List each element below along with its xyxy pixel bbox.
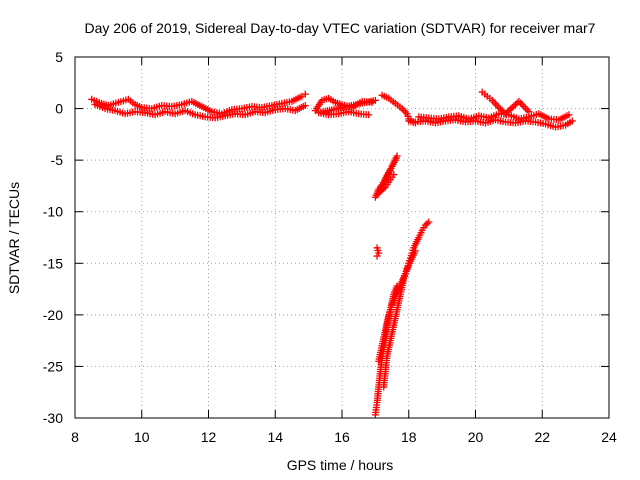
x-tick-label: 10 [134, 429, 150, 445]
data-point [365, 111, 373, 119]
data-point [411, 247, 419, 255]
data-point [497, 105, 505, 113]
x-tick-label: 24 [601, 429, 617, 445]
x-tick-label: 20 [468, 429, 484, 445]
series-main-band-a [88, 90, 309, 118]
series-descending-arc-isolated [373, 244, 383, 260]
chart-title: Day 206 of 2019, Sidereal Day-to-day VTE… [85, 20, 596, 36]
data-point [565, 111, 573, 119]
data-points [88, 88, 576, 419]
data-point [505, 107, 513, 115]
x-tick-label: 22 [534, 429, 550, 445]
data-point [400, 106, 408, 114]
x-axis-label: GPS time / hours [287, 457, 394, 473]
x-tick-label: 12 [201, 429, 217, 445]
data-point [421, 221, 429, 229]
data-point [498, 107, 506, 115]
data-point [390, 171, 398, 179]
y-tick-label: -5 [51, 152, 64, 168]
data-point [380, 185, 388, 193]
x-tick-label: 16 [334, 429, 350, 445]
data-point [568, 117, 576, 125]
data-point [510, 102, 518, 110]
y-tick-label: 0 [55, 101, 63, 117]
y-tick-label: -20 [43, 307, 63, 323]
y-tick-label: 5 [55, 49, 63, 65]
data-point [523, 106, 531, 114]
x-tick-label: 14 [267, 429, 283, 445]
y-tick-label: -25 [43, 358, 63, 374]
data-point [522, 104, 530, 112]
series-drop-segment [378, 91, 419, 127]
axis-ticks: 8 10 12 14 16 18 20 22 24 5 0 -5 -10 -15 -20 -25 -30 [43, 49, 617, 445]
data-point [503, 108, 511, 116]
series-main-band-b [91, 100, 309, 122]
data-point [373, 252, 381, 260]
x-tick-label: 18 [401, 429, 417, 445]
series-descending-arc-lower-b [375, 218, 433, 391]
data-point [376, 188, 384, 196]
data-point [378, 186, 386, 194]
y-tick-label: -30 [43, 410, 63, 426]
data-point [525, 108, 533, 116]
data-point [502, 110, 510, 118]
series-late-spikes [478, 88, 533, 118]
y-tick-label: -10 [43, 204, 63, 220]
data-point [512, 100, 520, 108]
x-tick-label: 8 [71, 429, 79, 445]
series-late-band-b [411, 116, 576, 131]
data-point [520, 103, 528, 111]
y-tick-label: -15 [43, 255, 63, 271]
data-point [495, 104, 503, 112]
series-late-band-a [415, 110, 573, 124]
data-point [405, 117, 413, 125]
data-point [301, 101, 309, 109]
data-point [301, 90, 309, 98]
data-point [423, 220, 431, 228]
data-point [508, 104, 516, 112]
series-main-band-c [311, 94, 379, 119]
y-axis-label: SDTVAR / TECUs [6, 182, 22, 294]
data-point [375, 249, 383, 257]
series-descending-arc-upper [371, 152, 401, 201]
data-point [517, 99, 525, 107]
data-point [425, 218, 433, 226]
data-point [375, 189, 383, 197]
data-point [507, 105, 515, 113]
